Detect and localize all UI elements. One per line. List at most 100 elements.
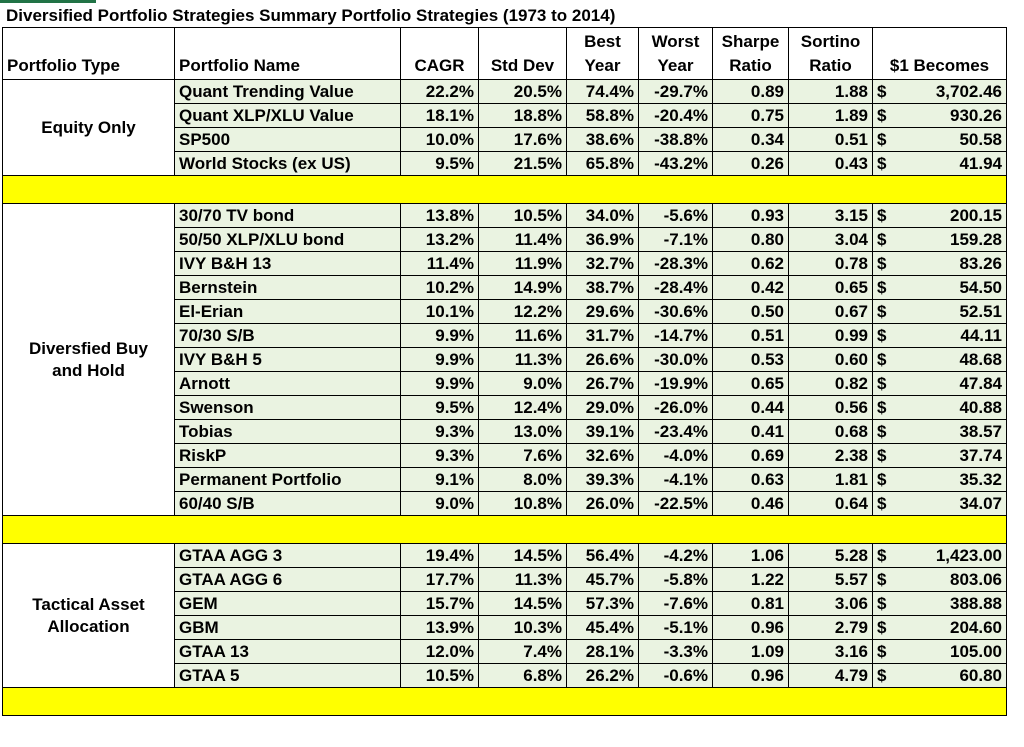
best-cell[interactable]: 39.1% xyxy=(566,419,639,444)
portfolio-name-cell[interactable]: IVY B&H 13 xyxy=(174,251,401,276)
sharpe-cell[interactable]: 0.62 xyxy=(712,251,789,276)
best-cell[interactable]: 32.7% xyxy=(566,251,639,276)
dollar-becomes-cell[interactable]: $37.74 xyxy=(872,443,1007,468)
dollar-becomes-cell[interactable]: $54.50 xyxy=(872,275,1007,300)
std-cell[interactable]: 13.0% xyxy=(478,419,567,444)
sharpe-cell[interactable]: 0.42 xyxy=(712,275,789,300)
cagr-cell[interactable]: 15.7% xyxy=(400,591,479,616)
portfolio-name-cell[interactable]: Quant Trending Value xyxy=(174,79,401,104)
cagr-cell[interactable]: 9.0% xyxy=(400,491,479,516)
sharpe-cell[interactable]: 0.50 xyxy=(712,299,789,324)
portfolio-name-cell[interactable]: GTAA 13 xyxy=(174,639,401,664)
sharpe-cell[interactable]: 0.80 xyxy=(712,227,789,252)
std-cell[interactable]: 9.0% xyxy=(478,371,567,396)
best-cell[interactable]: 65.8% xyxy=(566,151,639,176)
sharpe-cell[interactable]: 0.96 xyxy=(712,615,789,640)
sharpe-cell[interactable]: 1.06 xyxy=(712,543,789,568)
dollar-becomes-cell[interactable]: $41.94 xyxy=(872,151,1007,176)
std-cell[interactable]: 7.4% xyxy=(478,639,567,664)
best-cell[interactable]: 26.2% xyxy=(566,663,639,688)
worst-cell[interactable]: -4.2% xyxy=(638,543,713,568)
std-cell[interactable]: 6.8% xyxy=(478,663,567,688)
sortino-cell[interactable]: 3.16 xyxy=(788,639,873,664)
sortino-cell[interactable]: 0.60 xyxy=(788,347,873,372)
sortino-cell[interactable]: 0.68 xyxy=(788,419,873,444)
header-sharpe-ratio[interactable]: Sharpe Ratio xyxy=(712,27,789,80)
worst-cell[interactable]: -23.4% xyxy=(638,419,713,444)
portfolio-name-cell[interactable]: GTAA AGG 3 xyxy=(174,543,401,568)
sortino-cell[interactable]: 3.06 xyxy=(788,591,873,616)
dollar-becomes-cell[interactable]: $83.26 xyxy=(872,251,1007,276)
dollar-becomes-cell[interactable]: $388.88 xyxy=(872,591,1007,616)
std-cell[interactable]: 18.8% xyxy=(478,103,567,128)
best-cell[interactable]: 29.6% xyxy=(566,299,639,324)
sharpe-cell[interactable]: 0.63 xyxy=(712,467,789,492)
sharpe-cell[interactable]: 0.41 xyxy=(712,419,789,444)
portfolio-name-cell[interactable]: Bernstein xyxy=(174,275,401,300)
std-cell[interactable]: 11.4% xyxy=(478,227,567,252)
best-cell[interactable]: 31.7% xyxy=(566,323,639,348)
worst-cell[interactable]: -14.7% xyxy=(638,323,713,348)
best-cell[interactable]: 32.6% xyxy=(566,443,639,468)
dollar-becomes-cell[interactable]: $40.88 xyxy=(872,395,1007,420)
portfolio-name-cell[interactable]: 70/30 S/B xyxy=(174,323,401,348)
sortino-cell[interactable]: 1.81 xyxy=(788,467,873,492)
cagr-cell[interactable]: 10.2% xyxy=(400,275,479,300)
sortino-cell[interactable]: 0.78 xyxy=(788,251,873,276)
sortino-cell[interactable]: 2.79 xyxy=(788,615,873,640)
portfolio-name-cell[interactable]: World Stocks (ex US) xyxy=(174,151,401,176)
sharpe-cell[interactable]: 0.75 xyxy=(712,103,789,128)
cagr-cell[interactable]: 9.1% xyxy=(400,467,479,492)
dollar-becomes-cell[interactable]: $803.06 xyxy=(872,567,1007,592)
header-portfolio-type[interactable]: Portfolio Type xyxy=(2,27,175,80)
worst-cell[interactable]: -0.6% xyxy=(638,663,713,688)
sharpe-cell[interactable]: 0.51 xyxy=(712,323,789,348)
std-cell[interactable]: 10.8% xyxy=(478,491,567,516)
portfolio-name-cell[interactable]: IVY B&H 5 xyxy=(174,347,401,372)
sortino-cell[interactable]: 0.43 xyxy=(788,151,873,176)
std-cell[interactable]: 10.3% xyxy=(478,615,567,640)
cagr-cell[interactable]: 9.5% xyxy=(400,395,479,420)
portfolio-name-cell[interactable]: Permanent Portfolio xyxy=(174,467,401,492)
sortino-cell[interactable]: 0.51 xyxy=(788,127,873,152)
header-best-year[interactable]: Best Year xyxy=(566,27,639,80)
header-sortino-ratio[interactable]: Sortino Ratio xyxy=(788,27,873,80)
std-cell[interactable]: 10.5% xyxy=(478,203,567,228)
sortino-cell[interactable]: 0.67 xyxy=(788,299,873,324)
cagr-cell[interactable]: 13.9% xyxy=(400,615,479,640)
sortino-cell[interactable]: 0.56 xyxy=(788,395,873,420)
sortino-cell[interactable]: 2.38 xyxy=(788,443,873,468)
std-cell[interactable]: 12.2% xyxy=(478,299,567,324)
sharpe-cell[interactable]: 0.44 xyxy=(712,395,789,420)
sortino-cell[interactable]: 4.79 xyxy=(788,663,873,688)
cagr-cell[interactable]: 9.3% xyxy=(400,443,479,468)
worst-cell[interactable]: -30.0% xyxy=(638,347,713,372)
dollar-becomes-cell[interactable]: $930.26 xyxy=(872,103,1007,128)
dollar-becomes-cell[interactable]: $60.80 xyxy=(872,663,1007,688)
table-title[interactable]: Diversified Portfolio Strategies Summary… xyxy=(6,6,616,25)
sortino-cell[interactable]: 0.82 xyxy=(788,371,873,396)
best-cell[interactable]: 45.7% xyxy=(566,567,639,592)
header-std-dev[interactable]: Std Dev xyxy=(478,27,567,80)
group-separator-cell[interactable] xyxy=(2,687,1007,716)
sortino-cell[interactable]: 1.88 xyxy=(788,79,873,104)
best-cell[interactable]: 29.0% xyxy=(566,395,639,420)
dollar-becomes-cell[interactable]: $3,702.46 xyxy=(872,79,1007,104)
cagr-cell[interactable]: 10.0% xyxy=(400,127,479,152)
std-cell[interactable]: 14.5% xyxy=(478,591,567,616)
portfolio-name-cell[interactable]: Tobias xyxy=(174,419,401,444)
std-cell[interactable]: 12.4% xyxy=(478,395,567,420)
portfolio-name-cell[interactable]: GTAA 5 xyxy=(174,663,401,688)
sharpe-cell[interactable]: 0.53 xyxy=(712,347,789,372)
dollar-becomes-cell[interactable]: $35.32 xyxy=(872,467,1007,492)
cagr-cell[interactable]: 9.5% xyxy=(400,151,479,176)
best-cell[interactable]: 45.4% xyxy=(566,615,639,640)
best-cell[interactable]: 34.0% xyxy=(566,203,639,228)
header-cagr[interactable]: CAGR xyxy=(400,27,479,80)
cagr-cell[interactable]: 10.5% xyxy=(400,663,479,688)
portfolio-type-cell[interactable]: Tactical Asset Allocation xyxy=(2,543,175,688)
best-cell[interactable]: 56.4% xyxy=(566,543,639,568)
portfolio-name-cell[interactable]: 30/70 TV bond xyxy=(174,203,401,228)
portfolio-name-cell[interactable]: Arnott xyxy=(174,371,401,396)
dollar-becomes-cell[interactable]: $52.51 xyxy=(872,299,1007,324)
